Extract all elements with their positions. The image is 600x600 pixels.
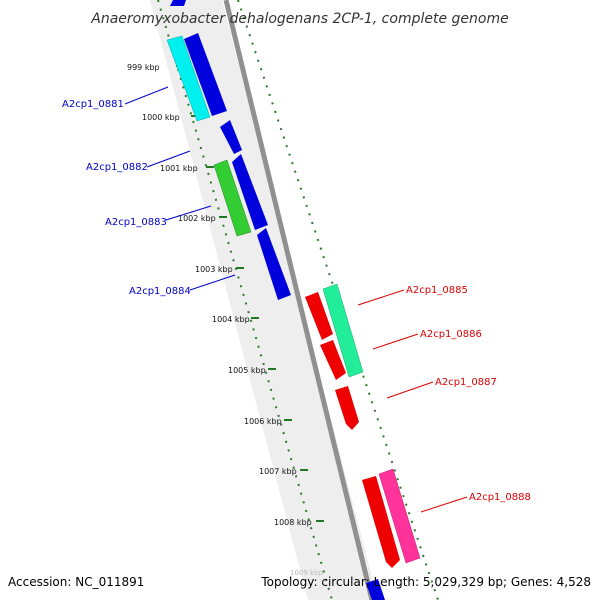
gene-label-left[interactable]: A2cp1_0881 (62, 99, 124, 110)
gene-label-right[interactable]: A2cp1_0885 (406, 285, 468, 296)
kbp-label: 1003 kbp (195, 265, 233, 274)
kbp-ticks: 999 kbp 1000 kbp 1001 kbp 1002 kbp 1003 … (127, 63, 324, 577)
forward-strand-features (166, 0, 385, 600)
gene-label-right[interactable]: A2cp1_0887 (435, 377, 497, 388)
map-title: Anaeromyxobacter dehalogenans 2CP-1, com… (90, 11, 508, 27)
kbp-label: 1004 kbp (212, 315, 250, 324)
gene-arrow-red (305, 292, 333, 340)
kbp-label-faint: 1009 kbp (290, 569, 324, 577)
gene-label-right[interactable]: A2cp1_0888 (469, 492, 531, 503)
gene-arrow-blue (184, 33, 227, 116)
accession-label: Accession: NC_011891 (8, 575, 144, 589)
gene-arrow-blue (220, 120, 242, 154)
callout-line (420, 496, 468, 513)
gene-label-left[interactable]: A2cp1_0884 (129, 286, 191, 297)
gene-label-left[interactable]: A2cp1_0882 (86, 162, 148, 173)
gene-feature-cyan (166, 35, 211, 122)
gene-arrow-blue (257, 228, 291, 300)
kbp-label: 999 kbp (127, 63, 160, 72)
gene-label-right[interactable]: A2cp1_0886 (420, 329, 482, 340)
gene-feature-mint (322, 283, 364, 378)
callout-line (372, 333, 419, 350)
callout-line (124, 86, 169, 105)
backbone (150, 0, 378, 600)
left-gene-callouts: A2cp1_0881 A2cp1_0882 A2cp1_0883 A2cp1_0… (62, 86, 236, 297)
right-gene-callouts: A2cp1_0885 A2cp1_0886 A2cp1_0887 A2cp1_0… (357, 285, 531, 513)
kbp-label: 1000 kbp (142, 113, 180, 122)
gene-arrow-blue (366, 579, 385, 600)
gene-feature-pink (378, 468, 421, 564)
kbp-label: 1002 kbp (178, 214, 216, 223)
callout-line (165, 205, 212, 221)
gene-arrow-red (320, 340, 346, 380)
gene-arrow-blue (170, 0, 186, 6)
kbp-label: 1008 kbp (274, 518, 312, 527)
backbone-line (223, 0, 375, 600)
gene-arrow-blue (232, 154, 268, 230)
reverse-strand-features (305, 283, 421, 568)
gene-arrow-red (362, 476, 400, 568)
genome-summary: Topology: circular; Length: 5,029,329 bp… (260, 575, 591, 589)
callout-line (146, 150, 191, 168)
kbp-label: 1005 kbp (228, 366, 266, 375)
kbp-label: 1006 kbp (244, 417, 282, 426)
callout-line (357, 289, 405, 306)
gene-arrow-red (335, 386, 359, 430)
callout-line (189, 274, 236, 291)
gene-feature-green (213, 159, 252, 237)
backbone-band (150, 0, 378, 600)
kbp-label: 1007 kbp (259, 467, 297, 476)
gene-label-left[interactable]: A2cp1_0883 (105, 217, 167, 228)
callout-line (386, 381, 434, 399)
kbp-label: 1001 kbp (160, 164, 198, 173)
